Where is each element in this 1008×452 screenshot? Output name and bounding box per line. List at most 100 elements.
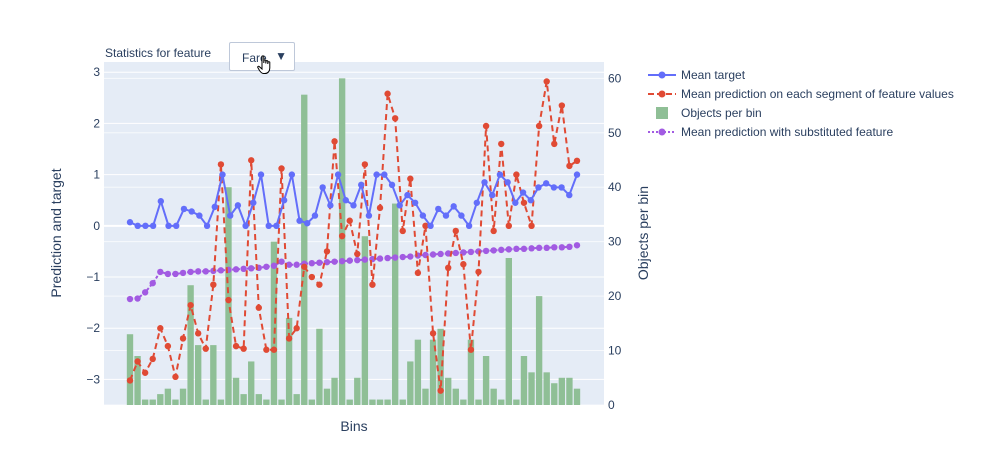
series-point <box>435 205 442 213</box>
series-point <box>414 269 422 277</box>
bar-objects-per-bin <box>308 399 316 405</box>
series-point <box>126 295 134 303</box>
series-point <box>301 263 308 270</box>
bar-objects-per-bin <box>202 399 209 405</box>
series-point <box>338 257 346 265</box>
series-point <box>505 222 513 230</box>
bar-objects-per-bin <box>285 317 293 405</box>
series-point <box>126 219 134 226</box>
series-point <box>376 255 384 262</box>
series-point <box>513 171 520 178</box>
series-point <box>369 281 376 288</box>
series-point <box>396 202 403 209</box>
series-point <box>278 258 285 265</box>
series-point <box>376 204 384 212</box>
bar-objects-per-bin <box>445 377 452 405</box>
series-point <box>496 171 504 178</box>
series-point <box>196 212 203 219</box>
bar-objects-per-bin <box>172 399 179 405</box>
series-point <box>498 140 505 148</box>
bar-objects-per-bin <box>513 399 520 405</box>
plot-background <box>104 62 604 405</box>
bar-objects-per-bin <box>240 394 247 405</box>
series-point <box>399 227 406 235</box>
series-point <box>232 342 240 350</box>
series-point <box>512 199 519 206</box>
legend-item-mean-prediction-segment[interactable]: Mean prediction on each segment of featu… <box>648 87 954 101</box>
bar-objects-per-bin <box>217 399 225 405</box>
series-point <box>149 222 157 230</box>
y-tick-left: 2 <box>93 116 100 130</box>
series-point <box>308 273 316 281</box>
series-point <box>327 202 334 209</box>
series-point <box>188 208 195 215</box>
series-point <box>232 266 240 273</box>
series-point <box>543 78 550 85</box>
bar-objects-per-bin <box>399 399 406 405</box>
series-point <box>226 212 234 219</box>
bar-objects-per-bin <box>195 345 202 405</box>
series-point <box>388 181 396 189</box>
bar-objects-per-bin <box>460 399 467 405</box>
series-point <box>288 171 296 178</box>
series-point <box>520 245 528 253</box>
bar-objects-per-bin <box>520 356 528 405</box>
series-point <box>293 325 300 332</box>
bar-objects-per-bin <box>157 394 164 405</box>
legend-item-objects-per-bin[interactable]: Objects per bin <box>656 106 762 120</box>
bar-objects-per-bin <box>429 339 437 405</box>
series-point <box>263 346 270 353</box>
series-point <box>280 197 288 204</box>
series-point <box>250 199 257 206</box>
y-tick-right: 0 <box>608 398 615 412</box>
bar-objects-per-bin <box>407 361 414 405</box>
series-point <box>535 184 542 191</box>
bar-objects-per-bin <box>316 328 323 405</box>
bar-objects-per-bin <box>149 399 156 405</box>
bar-objects-per-bin <box>232 377 240 405</box>
series-point <box>407 175 414 182</box>
series-point <box>543 244 550 252</box>
series-point <box>550 184 558 191</box>
series-point <box>194 268 202 275</box>
series-point <box>257 171 265 178</box>
bar-objects-per-bin <box>543 372 550 405</box>
series-point <box>520 199 528 206</box>
series-point <box>187 301 194 309</box>
series-point <box>482 247 490 255</box>
bar-objects-per-bin <box>573 388 581 405</box>
series-point <box>490 247 497 254</box>
series-point <box>141 369 149 376</box>
series-point <box>316 259 323 266</box>
series-point <box>265 222 272 230</box>
series-point <box>157 198 165 205</box>
bar-objects-per-bin <box>338 78 346 405</box>
bar-objects-per-bin <box>475 399 482 405</box>
series-point <box>194 330 202 337</box>
series-point <box>219 171 226 178</box>
series-point <box>361 161 369 168</box>
legend-item-mean-target[interactable]: Mean target <box>648 68 746 82</box>
series-point <box>535 122 543 130</box>
y-tick-left: −2 <box>86 321 100 335</box>
bar-objects-per-bin <box>452 388 459 405</box>
series-point <box>573 242 581 249</box>
series-point <box>475 268 482 276</box>
series-point <box>452 249 459 257</box>
bar-objects-per-bin <box>141 399 149 405</box>
series-point <box>255 304 262 311</box>
series-point <box>346 217 353 224</box>
legend-item-substituted-prediction[interactable]: Mean prediction with substituted feature <box>648 125 893 139</box>
series-point <box>263 263 270 270</box>
chevron-down-icon: ▼ <box>275 49 287 63</box>
series-point <box>490 227 497 235</box>
series-point <box>217 267 225 274</box>
series-point <box>404 191 411 199</box>
series-point <box>217 161 225 168</box>
series-point <box>164 270 172 278</box>
y-tick-left: −1 <box>86 270 100 284</box>
y-tick-right: 20 <box>608 289 622 303</box>
bar-objects-per-bin <box>187 285 194 405</box>
series-point <box>316 281 323 288</box>
